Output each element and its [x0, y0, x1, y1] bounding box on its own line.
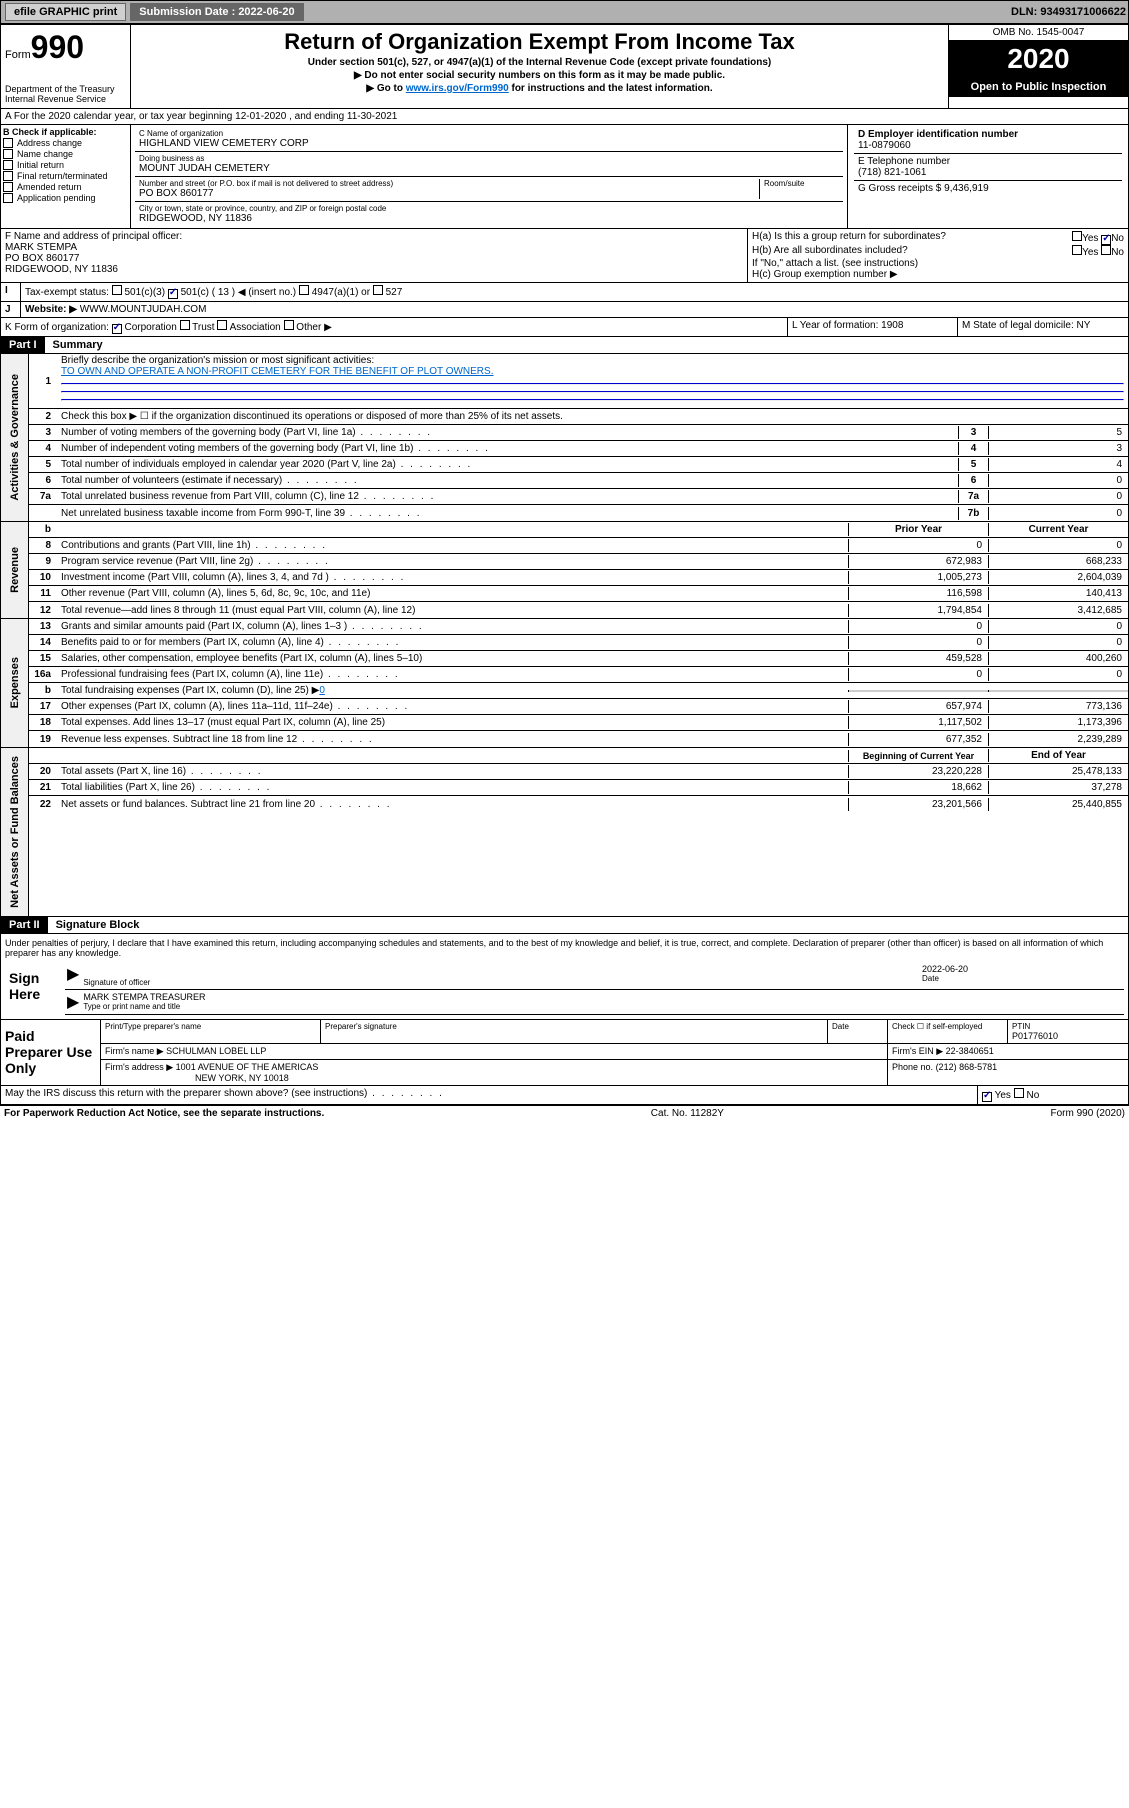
- tax-year: 2020: [949, 41, 1128, 77]
- dln: DLN: 93493171006622: [1011, 6, 1126, 18]
- ptin: P01776010: [1012, 1031, 1124, 1041]
- blocks-fh: F Name and address of principal officer:…: [0, 229, 1129, 283]
- blocks-bcd: B Check if applicable: Address change Na…: [0, 125, 1129, 229]
- paid-preparer: Paid Preparer Use Only Print/Type prepar…: [0, 1020, 1129, 1086]
- irs-label: Internal Revenue Service: [5, 94, 126, 104]
- block-b: B Check if applicable: Address change Na…: [1, 125, 131, 228]
- website: WWW.MOUNTJUDAH.COM: [80, 304, 207, 315]
- footer: For Paperwork Reduction Act Notice, see …: [0, 1105, 1129, 1121]
- net-assets-section: Net Assets or Fund Balances Beginning of…: [0, 748, 1129, 917]
- signature-block: Under penalties of perjury, I declare th…: [0, 934, 1129, 1020]
- firm-ein: 22-3840651: [946, 1046, 994, 1056]
- part-2-header: Part II Signature Block: [0, 917, 1129, 934]
- perjury-statement: Under penalties of perjury, I declare th…: [5, 938, 1124, 958]
- dept-label: Department of the Treasury: [5, 84, 126, 94]
- phone: (718) 821-1061: [858, 167, 1118, 178]
- block-d: D Employer identification number 11-0879…: [848, 125, 1128, 228]
- gross-receipts: G Gross receipts $ 9,436,919: [854, 181, 1122, 196]
- open-inspection: Open to Public Inspection: [949, 77, 1128, 97]
- part-1-header: Part I Summary: [0, 337, 1129, 354]
- revenue-section: Revenue bPrior YearCurrent Year 8Contrib…: [0, 522, 1129, 619]
- line-i: I Tax-exempt status: 501(c)(3) 501(c) ( …: [0, 283, 1129, 302]
- expenses-section: Expenses 13Grants and similar amounts pa…: [0, 619, 1129, 748]
- irs-link[interactable]: www.irs.gov/Form990: [406, 83, 509, 94]
- omb-number: OMB No. 1545-0047: [949, 25, 1128, 41]
- signer-name: MARK STEMPA TREASURER: [83, 992, 1122, 1002]
- form-990-label: Form990: [5, 29, 126, 66]
- firm-name: SCHULMAN LOBEL LLP: [166, 1046, 266, 1056]
- form-note2: ▶ Go to www.irs.gov/Form990 for instruct…: [135, 83, 944, 94]
- governance-section: Activities & Governance 1Briefly describ…: [0, 354, 1129, 522]
- form-header: Form990 Department of the Treasury Inter…: [0, 24, 1129, 109]
- line-k: K Form of organization: Corporation Trus…: [0, 318, 1129, 337]
- submission-btn[interactable]: Submission Date : 2022-06-20: [130, 3, 303, 21]
- form-title: Return of Organization Exempt From Incom…: [135, 29, 944, 55]
- block-c: C Name of organization HIGHLAND VIEW CEM…: [131, 125, 848, 228]
- topbar: efile GRAPHIC print Submission Date : 20…: [0, 0, 1129, 24]
- org-name: HIGHLAND VIEW CEMETERY CORP: [139, 138, 839, 149]
- form-note1: ▶ Do not enter social security numbers o…: [135, 70, 944, 81]
- discuss-row: May the IRS discuss this return with the…: [0, 1086, 1129, 1105]
- mission-text: TO OWN AND OPERATE A NON-PROFIT CEMETERY…: [61, 366, 493, 377]
- efile-btn[interactable]: efile GRAPHIC print: [5, 3, 126, 21]
- prep-phone: (212) 868-5781: [936, 1062, 998, 1072]
- dba-name: MOUNT JUDAH CEMETERY: [139, 163, 839, 174]
- ein: 11-0879060: [858, 140, 1118, 151]
- line-j: J Website: ▶ WWW.MOUNTJUDAH.COM: [0, 302, 1129, 318]
- street-address: PO BOX 860177: [139, 188, 759, 199]
- officer-name: MARK STEMPA: [5, 242, 743, 253]
- form-subtitle: Under section 501(c), 527, or 4947(a)(1)…: [135, 57, 944, 68]
- section-a: A For the 2020 calendar year, or tax yea…: [0, 109, 1129, 125]
- city-state-zip: RIDGEWOOD, NY 11836: [139, 213, 839, 224]
